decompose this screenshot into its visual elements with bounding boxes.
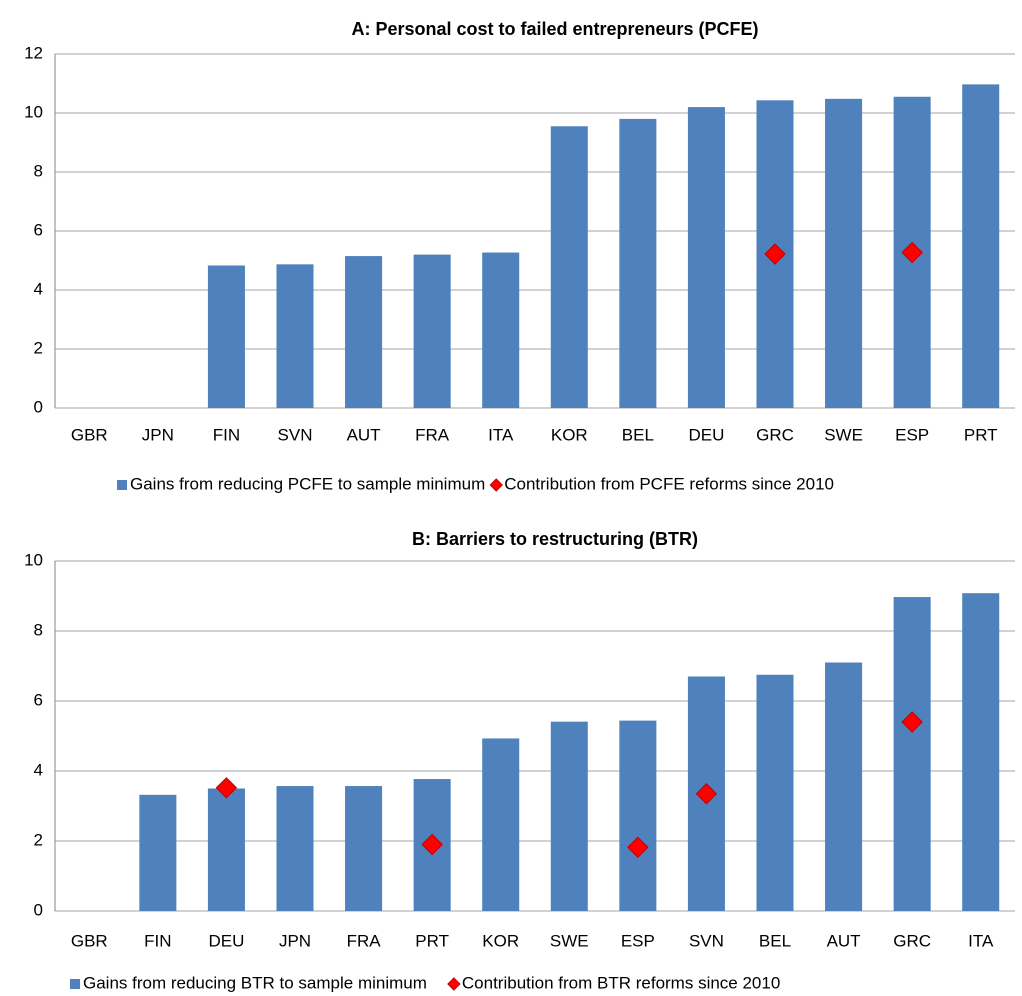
x-tick-label: GRC bbox=[893, 931, 931, 950]
x-tick-label: ESP bbox=[895, 425, 929, 444]
y-tick-label: 2 bbox=[34, 830, 43, 849]
bar bbox=[687, 107, 725, 408]
x-tick-label: FIN bbox=[213, 425, 240, 444]
legend-swatch bbox=[117, 480, 127, 490]
diamond-marker bbox=[901, 711, 923, 733]
diamond-marker bbox=[627, 836, 649, 859]
x-tick-label: BEL bbox=[622, 425, 654, 444]
x-tick-label: DEU bbox=[208, 931, 244, 950]
bar bbox=[207, 788, 245, 911]
bar bbox=[550, 126, 588, 409]
x-tick-label: FRA bbox=[415, 425, 450, 444]
bar bbox=[276, 786, 314, 911]
diamond-marker bbox=[695, 783, 718, 805]
bar bbox=[139, 794, 177, 911]
x-tick-label: GRC bbox=[756, 425, 794, 444]
bar bbox=[825, 662, 863, 911]
bar bbox=[893, 597, 931, 911]
bar bbox=[550, 721, 588, 911]
bar bbox=[482, 738, 520, 911]
x-tick-label: ESP bbox=[621, 931, 655, 950]
bar bbox=[962, 84, 1000, 408]
bar bbox=[482, 252, 520, 408]
legend-label: Gains from reducing PCFE to sample minim… bbox=[130, 474, 485, 493]
legend-swatch bbox=[70, 979, 80, 989]
y-tick-label: 4 bbox=[34, 279, 43, 298]
bar bbox=[413, 254, 451, 408]
y-tick-label: 0 bbox=[34, 397, 43, 416]
y-tick-label: 8 bbox=[34, 620, 43, 639]
x-tick-label: SVN bbox=[689, 931, 724, 950]
x-tick-label: AUT bbox=[827, 931, 861, 950]
diamond-marker bbox=[901, 241, 923, 264]
bar bbox=[756, 674, 794, 911]
y-tick-label: 0 bbox=[34, 900, 43, 919]
y-tick-label: 10 bbox=[24, 102, 43, 121]
legend-label: Gains from reducing BTR to sample minimu… bbox=[83, 973, 427, 992]
x-tick-label: BEL bbox=[759, 931, 791, 950]
bar bbox=[825, 98, 863, 408]
x-tick-label: FIN bbox=[144, 931, 171, 950]
bar bbox=[276, 264, 314, 408]
x-tick-label: AUT bbox=[347, 425, 381, 444]
x-tick-label: ITA bbox=[968, 931, 994, 950]
x-tick-label: DEU bbox=[688, 425, 724, 444]
y-tick-label: 10 bbox=[24, 550, 43, 569]
x-tick-label: SVN bbox=[278, 425, 313, 444]
bar bbox=[345, 256, 383, 408]
legend-label: Contribution from BTR reforms since 2010 bbox=[462, 973, 780, 992]
bar bbox=[619, 118, 657, 409]
x-tick-label: JPN bbox=[279, 931, 311, 950]
bar bbox=[619, 720, 657, 911]
x-tick-label: SWE bbox=[550, 931, 589, 950]
diamond-marker bbox=[421, 833, 443, 856]
y-tick-label: 8 bbox=[34, 161, 43, 180]
legend-swatch bbox=[447, 977, 461, 991]
diamond-marker bbox=[764, 243, 786, 265]
bar bbox=[962, 593, 1000, 911]
x-tick-label: PRT bbox=[964, 425, 998, 444]
y-tick-label: 4 bbox=[34, 760, 43, 779]
x-tick-label: KOR bbox=[551, 425, 588, 444]
x-tick-label: SWE bbox=[824, 425, 863, 444]
legend-label: Contribution from PCFE reforms since 201… bbox=[504, 474, 834, 493]
y-tick-label: 6 bbox=[34, 220, 43, 239]
x-tick-label: JPN bbox=[142, 425, 174, 444]
x-tick-label: ITA bbox=[488, 425, 514, 444]
x-tick-label: GBR bbox=[71, 931, 108, 950]
x-tick-label: PRT bbox=[415, 931, 449, 950]
y-tick-label: 12 bbox=[24, 43, 43, 62]
diamond-marker bbox=[215, 777, 238, 799]
x-tick-label: FRA bbox=[347, 931, 382, 950]
x-tick-label: GBR bbox=[71, 425, 108, 444]
chart-title: A: Personal cost to failed entrepreneurs… bbox=[351, 19, 758, 39]
bar bbox=[207, 265, 245, 408]
chart-title: B: Barriers to restructuring (BTR) bbox=[412, 529, 698, 549]
x-tick-label: KOR bbox=[482, 931, 519, 950]
bar bbox=[345, 786, 383, 911]
y-tick-label: 6 bbox=[34, 690, 43, 709]
y-tick-label: 2 bbox=[34, 338, 43, 357]
legend-swatch bbox=[489, 478, 503, 492]
